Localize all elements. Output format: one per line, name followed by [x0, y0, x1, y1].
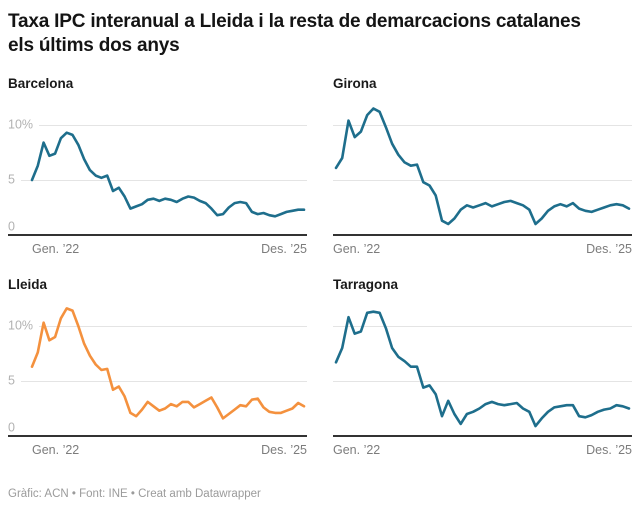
plot-area-girona [333, 101, 632, 236]
y-tick-0: 0 [8, 421, 21, 434]
panel-title-barcelona: Barcelona [8, 75, 74, 91]
x-label-end: Des. ’25 [261, 241, 307, 256]
chart-title: Taxa IPC interanual a Lleida i la resta … [8, 11, 581, 56]
x-label-start: Gen. ’22 [333, 442, 381, 457]
x-axis-line [8, 233, 307, 236]
plot-area-lleida: 10% 5 0 [8, 302, 307, 437]
y-tick-10: 10% [8, 118, 40, 131]
gridline-5 [333, 380, 632, 382]
y-tick-10: 10% [8, 319, 40, 332]
line-chart-tarragona [334, 310, 631, 428]
x-axis-labels: Gen. ’22 Des. ’25 [333, 443, 632, 458]
x-label-end: Des. ’25 [261, 442, 307, 457]
gridline-5 [333, 179, 632, 181]
gridline-5 [8, 380, 307, 382]
x-axis-labels: Gen. ’22 Des. ’25 [8, 443, 307, 458]
y-tick-5: 5 [8, 173, 21, 186]
line-chart-girona [334, 107, 631, 226]
panel-girona: Girona Gen. ’22 Des. ’25 [333, 76, 632, 257]
credits-line: Gràfic: ACN • Font: INE • Creat amb Data… [8, 488, 261, 500]
panel-title-girona: Girona [333, 75, 377, 91]
y-tick-0: 0 [8, 220, 21, 233]
y-tick-5: 5 [8, 374, 21, 387]
x-axis-line [333, 233, 632, 236]
plot-area-tarragona [333, 302, 632, 437]
x-axis-line [8, 434, 307, 437]
gridline-5 [8, 179, 307, 181]
gridline-10 [333, 325, 632, 327]
panel-barcelona: Barcelona 10% 5 0 Gen. ’22 Des. ’25 [8, 76, 307, 257]
gridline-10 [333, 124, 632, 126]
line-chart-lleida [30, 306, 306, 420]
panel-title-tarragona: Tarragona [333, 276, 399, 292]
x-label-start: Gen. ’22 [32, 442, 80, 457]
panel-tarragona: Tarragona Gen. ’22 Des. ’25 [333, 277, 632, 458]
x-axis-labels: Gen. ’22 Des. ’25 [333, 242, 632, 257]
line-chart-barcelona [30, 131, 306, 218]
x-label-start: Gen. ’22 [333, 241, 381, 256]
x-label-end: Des. ’25 [586, 241, 632, 256]
gridline-10 [8, 325, 307, 327]
x-label-end: Des. ’25 [586, 442, 632, 457]
x-label-start: Gen. ’22 [32, 241, 80, 256]
x-axis-line [333, 434, 632, 437]
x-axis-labels: Gen. ’22 Des. ’25 [8, 242, 307, 257]
gridline-10 [8, 124, 307, 126]
panel-lleida: Lleida 10% 5 0 Gen. ’22 Des. ’25 [8, 277, 307, 458]
small-multiples-grid: Barcelona 10% 5 0 Gen. ’22 Des. ’25 Giro… [8, 76, 632, 458]
panel-title-lleida: Lleida [8, 276, 48, 292]
plot-area-barcelona: 10% 5 0 [8, 101, 307, 236]
